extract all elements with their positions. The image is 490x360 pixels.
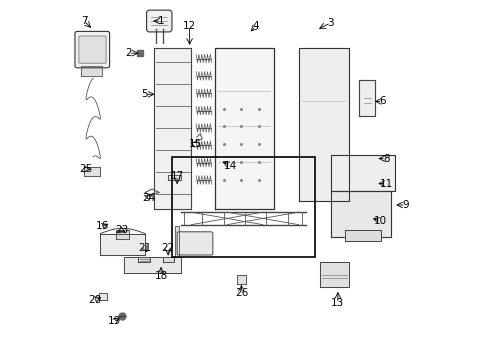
Polygon shape bbox=[138, 257, 150, 262]
Text: 2: 2 bbox=[125, 48, 132, 58]
Text: 11: 11 bbox=[379, 179, 392, 189]
Polygon shape bbox=[237, 275, 246, 284]
Text: 8: 8 bbox=[383, 154, 390, 163]
Polygon shape bbox=[359, 80, 375, 116]
Text: 20: 20 bbox=[88, 295, 101, 305]
Text: 25: 25 bbox=[79, 164, 93, 174]
Text: 9: 9 bbox=[402, 200, 409, 210]
Polygon shape bbox=[168, 175, 181, 180]
Polygon shape bbox=[81, 66, 102, 76]
FancyBboxPatch shape bbox=[79, 36, 106, 63]
Polygon shape bbox=[100, 234, 145, 255]
Text: 5: 5 bbox=[142, 89, 148, 99]
Text: 21: 21 bbox=[138, 243, 151, 253]
Text: 23: 23 bbox=[115, 225, 128, 235]
Text: 4: 4 bbox=[252, 21, 259, 31]
Polygon shape bbox=[175, 226, 179, 257]
Text: 16: 16 bbox=[96, 221, 109, 231]
Text: 7: 7 bbox=[81, 16, 88, 26]
Polygon shape bbox=[163, 257, 173, 262]
Polygon shape bbox=[123, 257, 181, 273]
Text: 17: 17 bbox=[171, 171, 184, 181]
Polygon shape bbox=[84, 167, 100, 176]
FancyBboxPatch shape bbox=[177, 232, 213, 255]
Text: 14: 14 bbox=[224, 161, 237, 171]
Text: 6: 6 bbox=[379, 96, 386, 107]
Text: 18: 18 bbox=[154, 271, 168, 282]
Polygon shape bbox=[331, 191, 392, 237]
Text: 19: 19 bbox=[108, 316, 121, 326]
Text: 10: 10 bbox=[374, 216, 387, 226]
Text: 22: 22 bbox=[162, 243, 175, 253]
FancyBboxPatch shape bbox=[75, 31, 110, 68]
Polygon shape bbox=[331, 155, 395, 191]
Text: 15: 15 bbox=[188, 139, 201, 149]
Text: 1: 1 bbox=[158, 16, 164, 26]
Polygon shape bbox=[345, 230, 381, 241]
Text: 3: 3 bbox=[327, 18, 334, 28]
Text: 13: 13 bbox=[331, 298, 344, 308]
Text: 26: 26 bbox=[235, 288, 248, 297]
Bar bbox=[172, 157, 315, 257]
Text: 24: 24 bbox=[142, 193, 155, 203]
Polygon shape bbox=[215, 48, 273, 208]
Polygon shape bbox=[154, 48, 192, 208]
Polygon shape bbox=[298, 48, 348, 202]
Text: 12: 12 bbox=[183, 21, 196, 31]
Polygon shape bbox=[117, 230, 129, 239]
Polygon shape bbox=[320, 262, 348, 287]
Polygon shape bbox=[98, 293, 107, 300]
FancyBboxPatch shape bbox=[147, 10, 172, 32]
